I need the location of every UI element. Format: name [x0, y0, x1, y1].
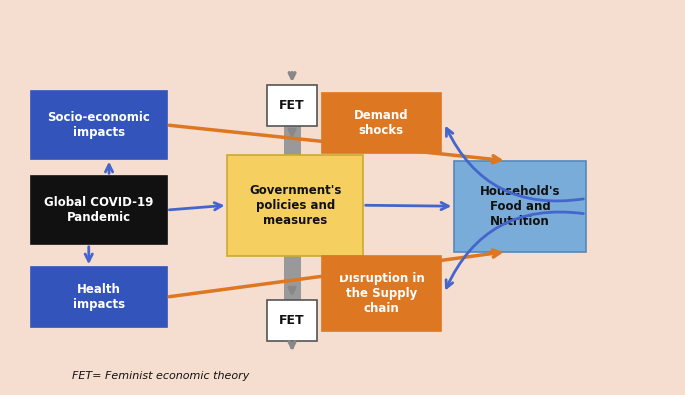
FancyBboxPatch shape	[266, 85, 317, 126]
Text: FET: FET	[279, 314, 305, 327]
FancyBboxPatch shape	[266, 300, 317, 340]
FancyBboxPatch shape	[32, 267, 166, 327]
FancyBboxPatch shape	[322, 93, 440, 153]
Text: FET= Feminist economic theory: FET= Feminist economic theory	[72, 371, 249, 381]
FancyBboxPatch shape	[454, 161, 586, 252]
Text: Government's
policies and
measures: Government's policies and measures	[249, 184, 341, 227]
Text: Demand
shocks: Demand shocks	[354, 109, 409, 137]
Text: FET: FET	[279, 99, 305, 112]
Text: Disruption in
the Supply
chain: Disruption in the Supply chain	[338, 272, 424, 315]
FancyBboxPatch shape	[227, 155, 363, 256]
FancyBboxPatch shape	[322, 256, 440, 331]
FancyBboxPatch shape	[284, 126, 301, 300]
FancyBboxPatch shape	[32, 176, 166, 244]
Text: Global COVID-19
Pandemic: Global COVID-19 Pandemic	[45, 196, 153, 224]
Text: Health
impacts: Health impacts	[73, 283, 125, 311]
Text: Socio-economic
impacts: Socio-economic impacts	[47, 111, 150, 139]
Text: Household's
Food and
Nutrition: Household's Food and Nutrition	[480, 185, 560, 228]
FancyBboxPatch shape	[32, 91, 166, 159]
